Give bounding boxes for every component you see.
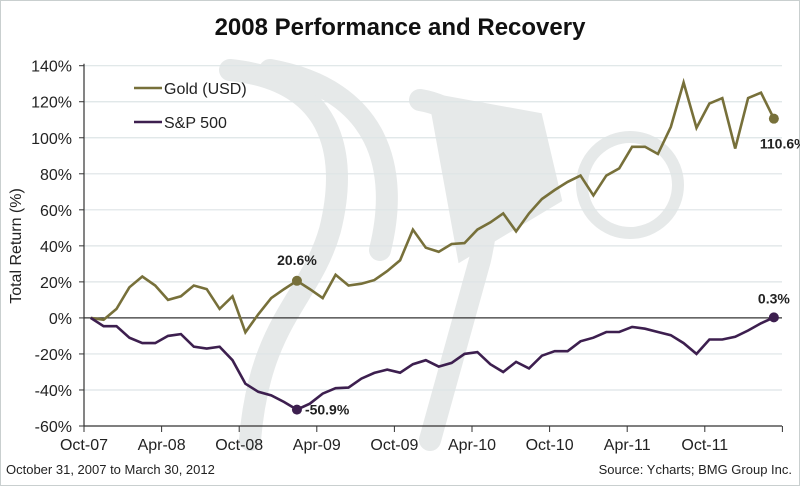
annotation-marker xyxy=(291,404,302,415)
y-tick-label: 40% xyxy=(40,239,72,256)
x-tick-label: Oct-08 xyxy=(215,437,263,454)
y-tick-label: 100% xyxy=(31,131,72,148)
x-tick-label: Apr-09 xyxy=(293,437,341,454)
y-tick-label: -60% xyxy=(35,419,72,436)
x-tick-label: Apr-11 xyxy=(604,437,651,454)
y-tick-label: 0% xyxy=(49,311,72,328)
annotation-label: 20.6% xyxy=(277,252,317,268)
date-range-note: October 31, 2007 to March 30, 2012 xyxy=(6,462,215,477)
x-tick-label: Apr-08 xyxy=(138,437,186,454)
x-tick-label: Oct-09 xyxy=(370,437,418,454)
annotation-marker xyxy=(768,312,779,323)
x-tick-label: Oct-10 xyxy=(526,437,574,454)
y-tick-label: 80% xyxy=(40,167,72,184)
y-tick-label: -40% xyxy=(35,383,72,400)
annotation-label: 110.6% xyxy=(760,136,800,152)
y-axis-label: Total Return (%) xyxy=(8,188,25,304)
y-tick-label: -20% xyxy=(35,347,72,364)
annotation-marker xyxy=(768,113,779,124)
legend-label: S&P 500 xyxy=(164,115,227,132)
annotation-label: -50.9% xyxy=(305,402,350,418)
y-tick-label: 20% xyxy=(40,275,72,292)
y-tick-label: 140% xyxy=(31,59,72,76)
series-line-sp500 xyxy=(89,316,775,412)
annotation-marker xyxy=(291,275,302,286)
chart-title: 2008 Performance and Recovery xyxy=(214,14,586,41)
y-tick-label: 120% xyxy=(31,95,72,112)
x-tick-label: Apr-10 xyxy=(448,437,496,454)
x-tick-label: Oct-07 xyxy=(60,437,108,454)
watermark-head xyxy=(427,92,563,264)
y-tick-label: 60% xyxy=(40,203,72,220)
watermark-logo xyxy=(219,59,684,451)
watermark-ring xyxy=(576,131,684,239)
source-note: Source: Ycharts; BMG Group Inc. xyxy=(598,462,792,477)
series-line-gold xyxy=(90,77,776,336)
annotation-label: 0.3% xyxy=(758,290,790,306)
watermark-stroke xyxy=(219,59,348,451)
legend-label: Gold (USD) xyxy=(164,81,247,98)
x-tick-label: Oct-11 xyxy=(681,437,728,454)
